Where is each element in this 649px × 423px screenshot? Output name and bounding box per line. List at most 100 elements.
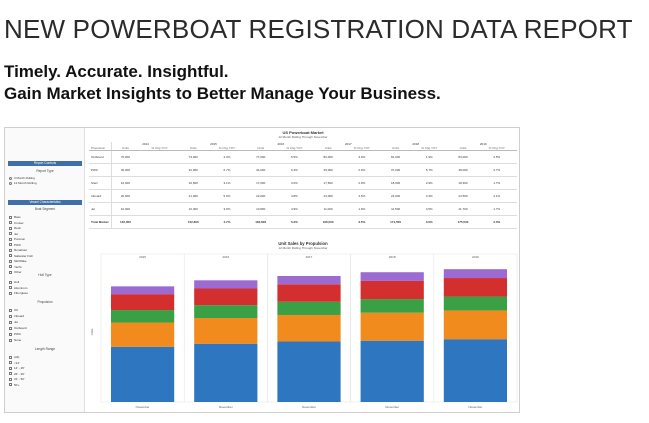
panel-year-label: 2019 (472, 255, 479, 259)
report-type-option[interactable]: 3 Month Rolling (9, 176, 35, 180)
table-cell: 160,800 (247, 215, 275, 229)
table-cell: 37,000 (382, 163, 410, 177)
row-label: Total Market (89, 215, 112, 229)
row-label: Outboard (89, 150, 112, 164)
checkbox-icon[interactable] (9, 320, 12, 324)
hull-type-label: Hull Type (38, 273, 52, 277)
checkbox-icon[interactable] (9, 355, 12, 359)
table-row: Stern 16,000 16,500 3.1% 17,000 3.0% 17,500 2.9… (89, 176, 517, 190)
table-title: US Powerboat Market (282, 130, 324, 135)
report-type-option[interactable]: 12 Month Rolling (9, 181, 37, 185)
unit-sales-chart: Units 2015 November 2016 November 2017 Novembe… (90, 253, 518, 409)
hull-option[interactable]: Hull (9, 280, 19, 284)
segment-option[interactable]: Runabout (9, 248, 27, 252)
segment-option[interactable]: Jet (9, 232, 18, 236)
table-cell: 3.5% (341, 215, 382, 229)
column-header: Units (111, 146, 140, 151)
segment-option[interactable]: Yacht (9, 265, 21, 269)
checkbox-icon[interactable] (9, 232, 12, 235)
x-tick-label: November (302, 405, 316, 409)
report-controls-header: Report Controls (8, 161, 82, 166)
bar-segment-outboard (443, 339, 508, 402)
segment-option[interactable]: Saltwater Fish (9, 254, 33, 258)
segment-option[interactable]: Pontoon (9, 237, 25, 241)
propulsion-option-label: I/O (14, 308, 19, 312)
chart-title: Unit Sales by Propulsion (278, 241, 328, 246)
segment-option-label: Jet (14, 231, 19, 236)
segment-option[interactable]: Deck (9, 226, 21, 230)
panel-year-label: 2015 (139, 255, 146, 259)
segment-option-label: Pontoon (14, 237, 26, 241)
column-header: Units (247, 146, 275, 151)
hull-option[interactable]: Aluminum (9, 286, 27, 290)
row-label: PWC (89, 163, 112, 177)
segment-option[interactable]: Other (9, 270, 22, 274)
checkbox-icon[interactable] (9, 366, 12, 370)
length-option[interactable]: 31' - 50' (9, 377, 25, 381)
checkbox-icon[interactable] (9, 326, 12, 330)
hull-option[interactable]: Fiberglass (9, 291, 28, 295)
checkbox-icon[interactable] (9, 291, 12, 295)
checkbox-icon[interactable] (9, 314, 12, 318)
length-option-label: 50'+ (14, 382, 20, 387)
segment-option[interactable]: Ski/Wake (9, 259, 27, 263)
checkbox-icon[interactable] (9, 372, 12, 375)
propulsion-option[interactable]: PWC (9, 332, 21, 336)
year-header: 2017 (344, 142, 352, 146)
checkbox-icon[interactable] (9, 237, 12, 241)
length-option[interactable]: 26' - 30' (9, 372, 25, 376)
dashboard-main: US Powerboat Market 12 Month Rolling Thr… (87, 128, 519, 412)
propulsion-option[interactable]: I/O (9, 308, 18, 312)
segment-option[interactable]: Bass (9, 215, 21, 219)
propulsion-option[interactable]: Jet (9, 320, 18, 324)
length-option[interactable]: (All) (9, 355, 19, 359)
checkbox-icon[interactable] (9, 332, 12, 336)
table-cell: 83,000 (449, 150, 477, 164)
checkbox-icon[interactable] (9, 383, 12, 386)
table-cell: 2.7% (476, 163, 517, 177)
year-header: 2014 (142, 142, 149, 146)
checkbox-icon[interactable] (9, 248, 12, 252)
radio-icon[interactable] (9, 176, 12, 180)
table-cell: 146,000 (111, 215, 140, 229)
propulsion-option[interactable]: Outboard (9, 326, 27, 330)
table-cell: 3.0% (274, 176, 315, 190)
checkbox-icon[interactable] (9, 308, 12, 312)
bar-segment-jet (443, 269, 508, 279)
checkbox-icon[interactable] (9, 265, 12, 268)
table-cell: 1.7% (476, 176, 517, 190)
checkbox-icon[interactable] (9, 243, 12, 246)
table-cell: 5.0% (206, 189, 248, 203)
table-subtitle: 12 Month Rolling Through November (278, 135, 328, 139)
table-cell: 166,500 (314, 215, 342, 229)
vessel-characteristics-header: Vessel Characteristics (8, 200, 82, 205)
table-cell: 2.1% (476, 189, 517, 203)
checkbox-icon[interactable] (9, 377, 12, 381)
propulsion-option[interactable]: None (9, 338, 21, 342)
checkbox-icon[interactable] (9, 254, 12, 257)
table-cell: 152,800 (179, 215, 207, 229)
checkbox-icon[interactable] (9, 338, 12, 342)
checkbox-icon[interactable] (9, 270, 12, 274)
checkbox-icon[interactable] (9, 215, 12, 219)
propulsion-option[interactable]: Inboard (9, 314, 24, 318)
checkbox-icon[interactable] (9, 361, 12, 364)
segment-option[interactable]: PWC (9, 243, 21, 247)
bar-segment-stern (277, 301, 341, 315)
filter-sidebar: Report Controls Report Type 3 Month Roll… (5, 128, 85, 412)
length-option[interactable]: 14' - 25' (9, 366, 25, 370)
segment-option[interactable]: Cruiser (9, 221, 24, 225)
checkbox-icon[interactable] (9, 286, 12, 289)
market-table: 2014 2015 2016 2017 2018 2019 Propulsion Units%… (89, 142, 517, 229)
radio-icon[interactable] (9, 181, 12, 185)
table-cell: 81,000 (382, 150, 410, 164)
table-cell: 10,300 (179, 202, 207, 216)
length-option[interactable]: 50'+ (9, 383, 20, 387)
checkbox-icon[interactable] (9, 221, 12, 224)
table-row: Total Market 146,000 152,800 4.7% 160,800 5.2… (89, 215, 517, 229)
checkbox-icon[interactable] (9, 259, 12, 263)
checkbox-icon[interactable] (9, 226, 12, 230)
table-cell: 4.7% (206, 215, 248, 229)
length-option[interactable]: <14' (9, 361, 20, 365)
checkbox-icon[interactable] (9, 280, 12, 284)
